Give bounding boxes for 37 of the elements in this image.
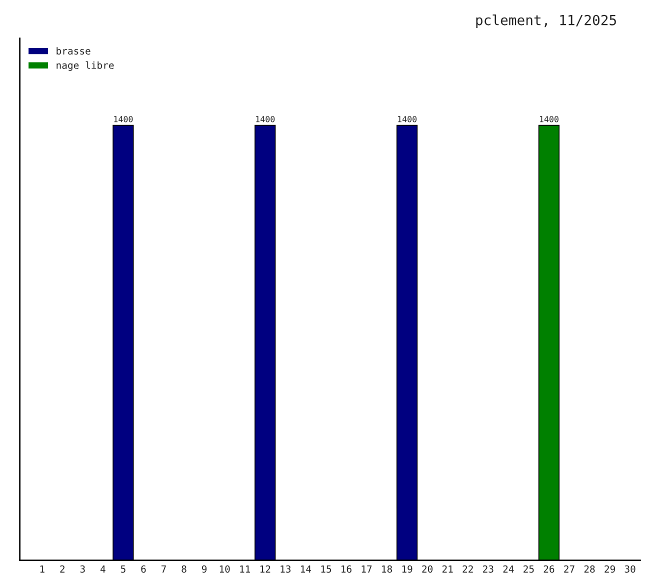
x-tick-label: 7	[161, 565, 166, 573]
x-tick-label: 9	[202, 565, 207, 573]
data-label: 1400	[256, 116, 275, 122]
x-tick-label: 11	[240, 565, 250, 573]
x-tick-label: 22	[462, 565, 473, 573]
x-tick-label: 23	[483, 565, 494, 573]
x-tick-label: 6	[141, 565, 146, 573]
x-tick-label: 25	[524, 565, 534, 573]
x-tick-label: 21	[442, 565, 453, 573]
x-tick-label: 17	[362, 565, 372, 573]
x-tick-label: 28	[584, 565, 595, 573]
x-tick-label: 4	[100, 565, 106, 573]
legend-label: nage libre	[56, 61, 114, 71]
x-tick-label: 2	[60, 565, 64, 573]
x-tick-label: 10	[220, 565, 230, 573]
x-tick-label: 16	[342, 565, 352, 573]
x-tick-label: 1	[40, 565, 44, 573]
chart-title: pclement, 11/2025	[476, 14, 616, 28]
x-tick-label: 24	[503, 565, 514, 573]
x-tick-label: 27	[564, 565, 574, 573]
x-tick-label: 12	[260, 565, 270, 573]
x-tick-label: 20	[422, 565, 433, 573]
legend-label: brasse	[56, 47, 90, 55]
data-label: 1400	[540, 116, 558, 122]
x-tick-label: 18	[382, 565, 392, 573]
x-tick-label: 8	[182, 565, 186, 573]
x-tick-label: 26	[544, 565, 554, 573]
data-label: 1400	[114, 116, 133, 122]
x-tick-label: 3	[80, 565, 85, 573]
x-tick-label: 14	[300, 565, 312, 573]
data-label: 1400	[398, 116, 417, 122]
x-tick-label: 5	[120, 565, 126, 573]
x-tick-label: 13	[280, 565, 291, 573]
x-tick-label: 19	[402, 565, 412, 573]
x-tick-label: 15	[321, 565, 332, 573]
x-tick-label: 30	[624, 565, 636, 573]
x-tick-label: 29	[604, 565, 615, 573]
